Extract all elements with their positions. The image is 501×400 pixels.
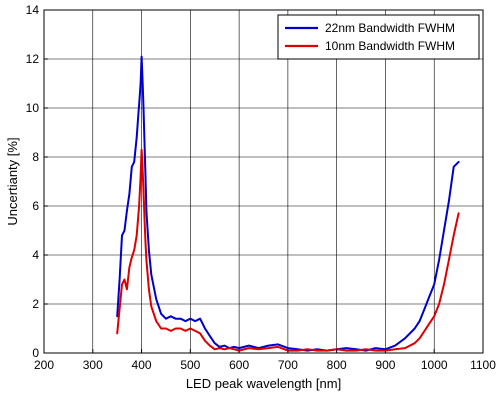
y-tick-label: 10 bbox=[26, 101, 40, 115]
x-tick-label: 900 bbox=[375, 358, 395, 372]
x-tick-label: 700 bbox=[278, 358, 298, 372]
axis-ticks bbox=[43, 9, 484, 354]
legend-label-10nm: 10nm Bandwidth FWHM bbox=[325, 39, 455, 53]
x-tick-label: 1100 bbox=[470, 358, 496, 372]
y-tick-label: 2 bbox=[32, 297, 39, 311]
x-tick-label: 400 bbox=[132, 358, 152, 372]
y-tick-label: 4 bbox=[32, 248, 39, 262]
x-tick-label: 200 bbox=[34, 358, 54, 372]
legend: 22nm Bandwidth FWHM 10nm Bandwidth FWHM bbox=[277, 14, 480, 60]
y-tick-label: 6 bbox=[32, 199, 39, 213]
y-tick-label: 0 bbox=[32, 346, 39, 360]
x-tick-label: 500 bbox=[180, 358, 200, 372]
legend-label-22nm: 22nm Bandwidth FWHM bbox=[325, 21, 455, 35]
series-lines bbox=[116, 55, 460, 352]
y-tick-label: 14 bbox=[26, 3, 40, 17]
plot-frame bbox=[43, 9, 484, 354]
x-axis-tick-labels: 200 300 400 500 600 700 800 900 1000 1100 bbox=[34, 358, 496, 372]
x-tick-label: 1000 bbox=[421, 358, 448, 372]
y-tick-label: 8 bbox=[32, 150, 39, 164]
plot-area-background bbox=[44, 10, 483, 353]
y-axis-title: Uncertianty [%] bbox=[5, 137, 20, 225]
legend-box bbox=[277, 14, 480, 60]
x-tick-label: 300 bbox=[83, 358, 103, 372]
series-line-22nm bbox=[116, 55, 460, 352]
y-axis-tick-labels: 0 2 4 6 8 10 12 14 bbox=[26, 3, 40, 360]
x-tick-label: 800 bbox=[327, 358, 347, 372]
x-axis-title: LED peak wavelength [nm] bbox=[186, 376, 341, 391]
x-tick-label: 600 bbox=[229, 358, 249, 372]
series-line-10nm bbox=[116, 148, 460, 352]
y-tick-label: 12 bbox=[26, 52, 40, 66]
